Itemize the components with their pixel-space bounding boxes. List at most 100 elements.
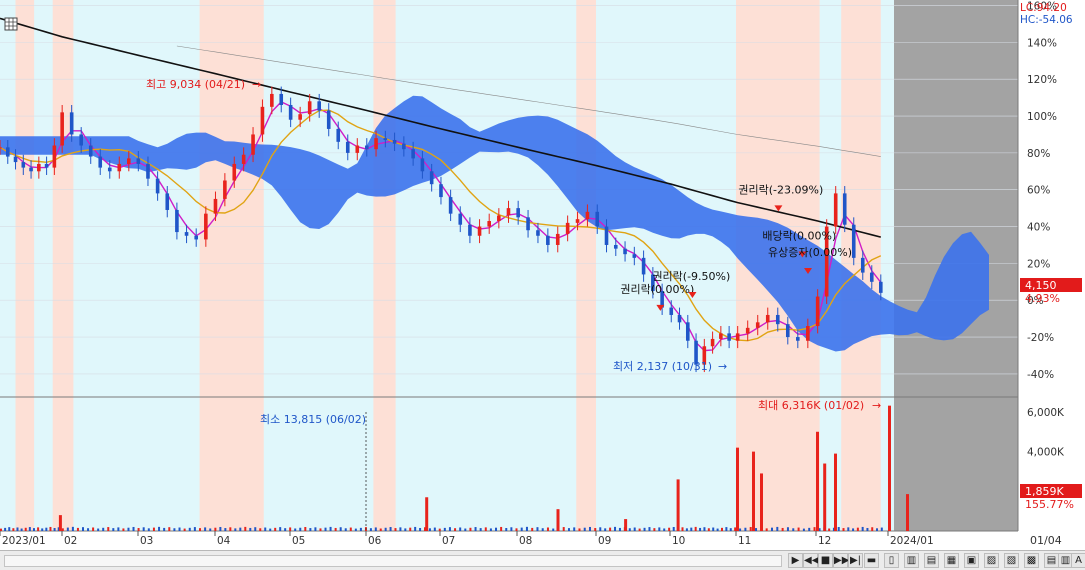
volume-bar — [57, 527, 60, 531]
event-marker-icon — [804, 268, 812, 275]
volume-bar — [4, 527, 7, 531]
volume-bar — [329, 526, 332, 531]
candle-body — [317, 101, 321, 111]
volume-bar — [384, 527, 387, 531]
candle-body — [392, 139, 397, 144]
volume-bar — [234, 528, 237, 531]
volume-bar — [158, 526, 161, 531]
candle-body — [448, 197, 453, 214]
candle-body — [345, 141, 350, 153]
volume-bar — [289, 527, 292, 531]
volume-bar — [102, 527, 105, 531]
event-marker-icon — [798, 251, 807, 258]
volume-bar — [198, 528, 201, 531]
volume-bar — [249, 527, 252, 531]
rewind-icon[interactable]: ◀◀ — [803, 553, 820, 568]
candle-body — [232, 163, 237, 181]
current-volume-box — [1020, 484, 1082, 498]
candle-body — [468, 224, 472, 236]
volume-bar — [183, 528, 186, 531]
view-5-icon[interactable]: ▧ — [1004, 553, 1019, 568]
forward-icon[interactable]: ▶▶ — [833, 553, 850, 568]
candle-body — [241, 154, 246, 164]
stop-icon[interactable]: ■ — [818, 553, 833, 568]
volume-axis-tick-label: 4,000K — [1027, 447, 1065, 459]
candle-body — [585, 211, 590, 220]
candle-body — [326, 110, 331, 129]
candle-body — [270, 93, 274, 107]
price-axis-tick-label: 100% — [1027, 111, 1057, 123]
volume-bar — [284, 528, 287, 531]
volume-bar — [107, 527, 110, 531]
price-axis-tick-label: 20% — [1027, 258, 1050, 270]
volume-bar — [147, 528, 150, 531]
candle-body — [279, 93, 284, 105]
volume-bar — [802, 528, 805, 531]
event-label: 유상증자(0.00%) — [768, 246, 852, 259]
volume-bars — [0, 405, 909, 531]
volume-bar — [712, 527, 715, 531]
volume-bar — [117, 527, 120, 531]
volume-bar — [484, 527, 487, 531]
volume-bar — [604, 528, 607, 531]
volume-bar — [454, 528, 457, 531]
volume-bar — [374, 527, 377, 531]
volume-bar — [755, 528, 758, 531]
scroll-left-icon[interactable]: ▶ — [788, 553, 803, 568]
candle-body — [555, 233, 560, 245]
fit-icon[interactable]: ▥ — [904, 553, 919, 568]
volume-bar — [53, 528, 56, 531]
candle-body — [565, 222, 570, 234]
chart-canvas[interactable]: 160% 140% 120% 100% 80% 60% 40% 20% 0% -20% -40% 6,… — [0, 0, 1085, 550]
view-3-icon[interactable]: ▣ — [964, 553, 979, 568]
ma-long-line — [0, 17, 881, 238]
volume-bar — [876, 528, 879, 531]
candle-body — [702, 346, 707, 365]
volume-bar — [294, 528, 297, 531]
view-6-icon[interactable]: ▩ — [1024, 553, 1039, 568]
zoom-in-icon[interactable]: ▯ — [884, 553, 899, 568]
event-marker-icon — [656, 304, 665, 311]
horizontal-scrollbar[interactable] — [4, 555, 782, 567]
view-2-icon[interactable]: ▦ — [944, 553, 959, 568]
volume-bar — [599, 527, 602, 531]
candle-body — [0, 147, 2, 149]
volume-bar — [739, 528, 742, 531]
scroll-right-icon[interactable]: ▶| — [848, 553, 863, 568]
volume-bar — [163, 527, 166, 531]
volume-bar — [424, 527, 427, 531]
candle-body — [44, 163, 49, 168]
volume-bar — [334, 527, 337, 531]
candle-body — [69, 112, 74, 135]
volume-bar — [474, 527, 477, 531]
volume-bar — [880, 527, 883, 531]
volume-bar — [20, 528, 23, 531]
zoom-out-icon[interactable]: ▬ — [864, 553, 879, 568]
volume-bar — [489, 528, 492, 531]
settings-grid-icon[interactable] — [4, 17, 18, 31]
view-4-icon[interactable]: ▨ — [984, 553, 999, 568]
volume-bar — [414, 526, 417, 531]
candle-body — [719, 333, 723, 339]
candle-body — [623, 248, 627, 255]
volume-bar — [770, 527, 773, 531]
volume-bar — [45, 527, 48, 531]
price-axis-tick-label: -40% — [1027, 369, 1054, 381]
volume-bar — [510, 527, 513, 531]
view-7-icon[interactable]: ▤ — [1044, 553, 1059, 568]
candle-body — [765, 314, 770, 323]
candle-body — [710, 338, 715, 347]
view-1-icon[interactable]: ▤ — [924, 553, 939, 568]
candlesticks — [0, 86, 883, 373]
volume-bar — [583, 527, 586, 531]
volume-bar — [638, 528, 641, 531]
volume-bar — [861, 526, 864, 531]
volume-bar — [520, 527, 523, 531]
candle-body — [194, 235, 198, 240]
volume-bar — [842, 528, 845, 531]
text-icon[interactable]: A — [1071, 553, 1085, 568]
volume-bar — [618, 527, 621, 531]
candle-body — [506, 208, 511, 216]
price-axis-tick-label: -20% — [1027, 332, 1054, 344]
